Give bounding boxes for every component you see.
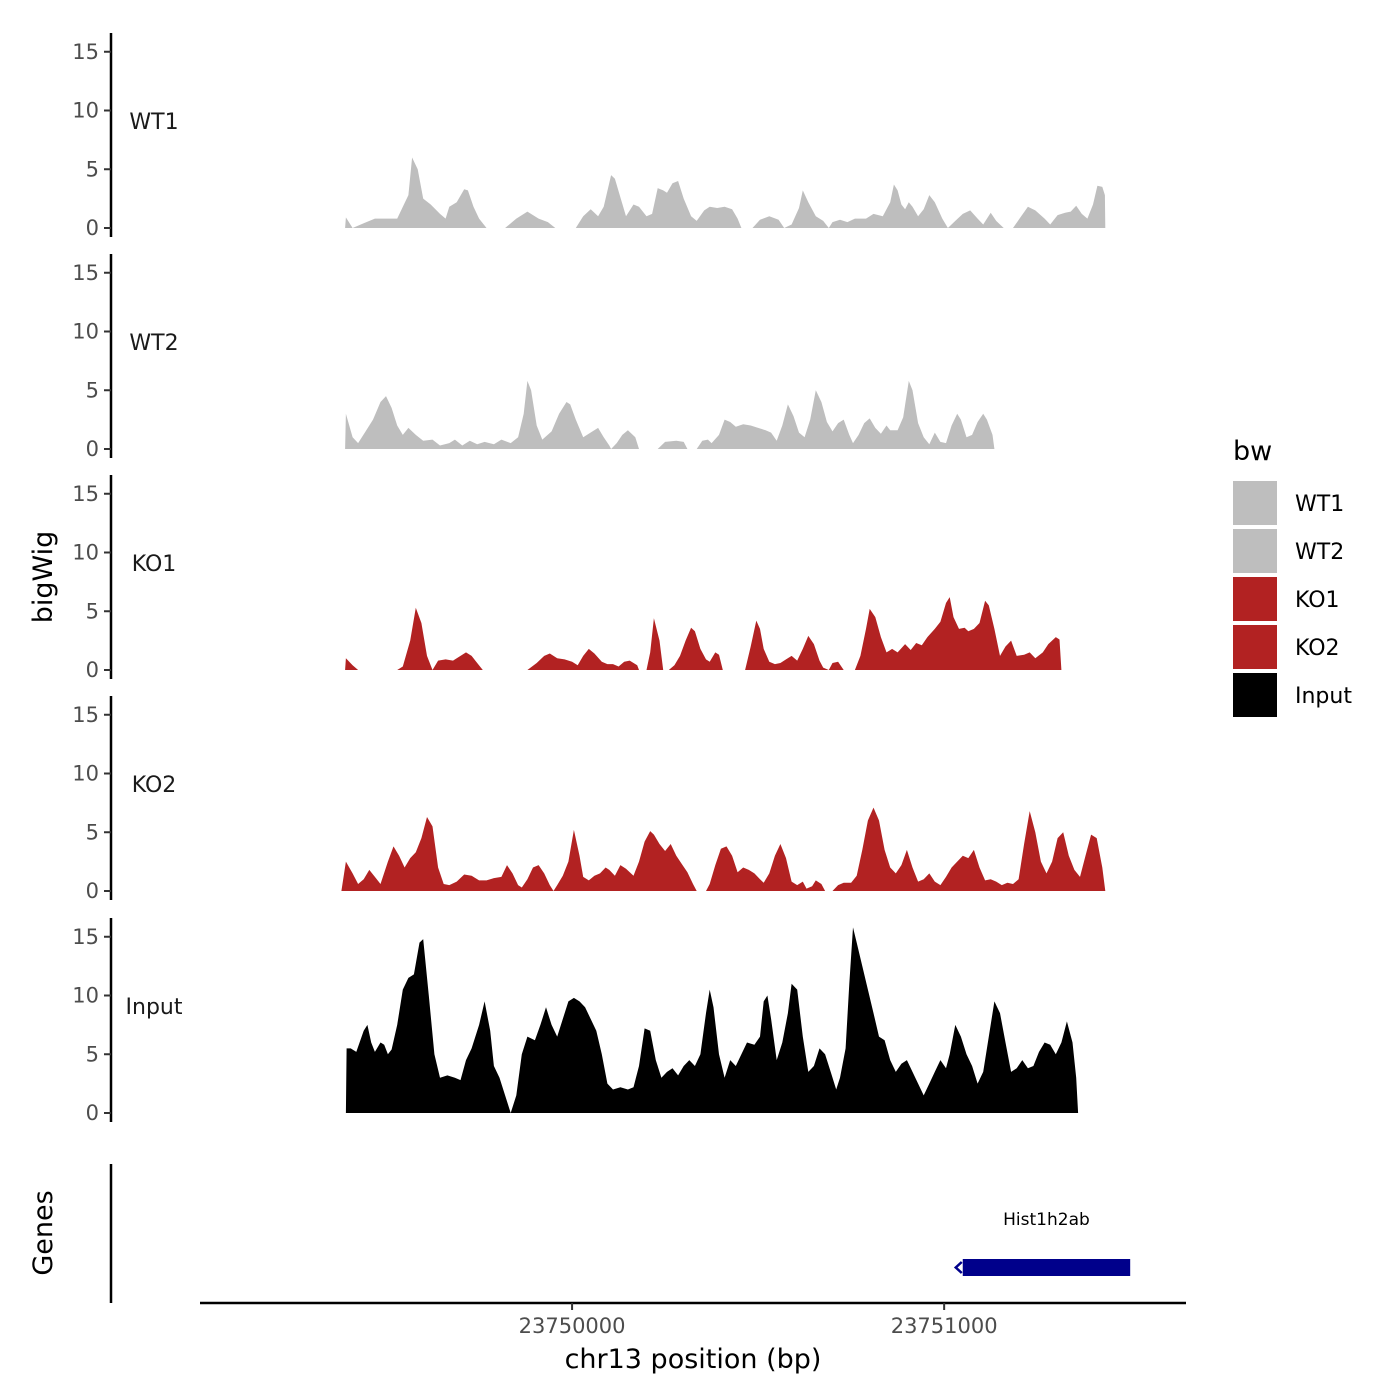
gene-hist1h2ab: Hist1h2ab (953, 1210, 1131, 1276)
y-tick-label-ko2-5: 5 (86, 820, 99, 844)
genes-axis-title: Genes (28, 1190, 59, 1275)
y-tick-label-ko2-0: 0 (86, 879, 99, 903)
track-ko2: 0 5 10 15 KO2 (72, 696, 1106, 903)
track-label-input: Input (126, 995, 183, 1020)
legend-title: bw (1233, 436, 1272, 467)
legend-swatch-wt1 (1233, 481, 1277, 525)
track-wt1: 0 5 10 15 WT1 (72, 33, 1106, 240)
legend-label-wt2: WT2 (1295, 540, 1344, 565)
y-tick-label-input-10: 10 (72, 984, 99, 1008)
y-tick-label-ko1-5: 5 (86, 599, 99, 623)
y-tick-label-ko1-0: 0 (86, 658, 99, 682)
x-tick-label-23751000: 23751000 (891, 1314, 998, 1338)
y-tick-label-wt2-0: 0 (86, 437, 99, 461)
legend-swatch-ko2 (1233, 625, 1277, 669)
legend-item-input: Input (1233, 673, 1352, 717)
area-wt2 (345, 380, 995, 449)
x-axis-title: chr13 position (bp) (565, 1344, 822, 1375)
track-label-ko2: KO2 (132, 773, 177, 798)
y-tick-label-wt1-0: 0 (86, 216, 99, 240)
area-wt1 (345, 157, 1106, 228)
y-tick-label-input-0: 0 (86, 1101, 99, 1125)
y-axis-title: bigWig (28, 531, 59, 624)
y-tick-label-input-5: 5 (86, 1042, 99, 1066)
y-tick-label-wt1-15: 15 (72, 40, 99, 64)
y-tick-label-wt2-15: 15 (72, 261, 99, 285)
y-tick-label-input-15: 15 (72, 925, 99, 949)
track-wt2: 0 5 10 15 WT2 (72, 254, 995, 461)
track-input: 0 5 10 15 Input (72, 918, 1079, 1125)
legend-label-ko2: KO2 (1295, 636, 1340, 661)
x-axis: 23750000 23751000 chr13 position (bp) (200, 1301, 1186, 1375)
legend-label-wt1: WT1 (1295, 492, 1344, 517)
track-label-ko1: KO1 (132, 552, 177, 577)
y-tick-label-wt2-10: 10 (72, 320, 99, 344)
track-label-wt2: WT2 (129, 331, 178, 356)
gene-strand-arrow-hist1h2ab (953, 1261, 963, 1274)
track-ko1: 0 5 10 15 KO1 (72, 475, 1062, 682)
legend-item-ko2: KO2 (1233, 625, 1340, 669)
legend-item-ko1: KO1 (1233, 577, 1340, 621)
legend-item-wt1: WT1 (1233, 481, 1344, 525)
legend-label-input: Input (1295, 684, 1352, 709)
x-tick-label-23750000: 23750000 (519, 1314, 626, 1338)
track-label-wt1: WT1 (129, 110, 178, 135)
area-ko2 (341, 807, 1106, 891)
y-tick-label-ko2-15: 15 (72, 703, 99, 727)
gene-body-hist1h2ab (962, 1259, 1131, 1276)
genes-layer: Hist1h2ab (953, 1210, 1131, 1276)
area-input (345, 927, 1079, 1113)
legend-swatch-wt2 (1233, 529, 1277, 573)
genes-panel: Genes Hist1h2ab (28, 1164, 1131, 1303)
legend: bw WT1 WT2 KO1 KO2 Input (1233, 436, 1352, 717)
legend-items: WT1 WT2 KO1 KO2 Input (1233, 481, 1352, 717)
legend-item-wt2: WT2 (1233, 529, 1344, 573)
y-tick-label-wt2-5: 5 (86, 378, 99, 402)
gene-label-hist1h2ab: Hist1h2ab (1003, 1210, 1090, 1230)
y-tick-label-wt1-10: 10 (72, 99, 99, 123)
area-ko1 (345, 597, 1062, 670)
y-tick-label-wt1-5: 5 (86, 157, 99, 181)
legend-label-ko1: KO1 (1295, 588, 1340, 613)
bigwig-tracks: 0 5 10 15 WT1 0 5 10 15 WT2 0 5 10 15 KO1 0 5 10 15 KO2 0 5 10… (72, 33, 1106, 1125)
legend-swatch-ko1 (1233, 577, 1277, 621)
legend-swatch-input (1233, 673, 1277, 717)
y-tick-label-ko1-15: 15 (72, 482, 99, 506)
y-tick-label-ko1-10: 10 (72, 541, 99, 565)
y-tick-label-ko2-10: 10 (72, 762, 99, 786)
